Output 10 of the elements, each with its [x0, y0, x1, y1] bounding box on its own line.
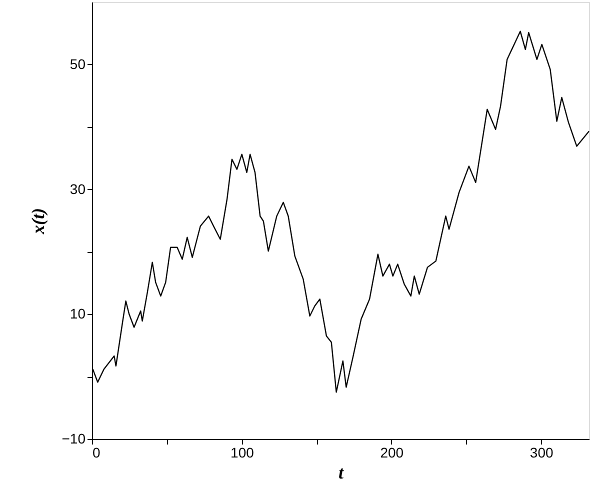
y-tick-label: 50	[70, 56, 86, 72]
x-tick-label: 200	[380, 444, 404, 460]
y-tick-label: −10	[62, 430, 86, 446]
x-tick-label: 300	[530, 444, 554, 460]
y-tick-label: 30	[70, 180, 86, 197]
y-axis-title: x(t)	[28, 208, 48, 235]
x-tick-label: 100	[230, 444, 254, 460]
x-axis-title: t	[338, 462, 344, 482]
y-tick-label: 10	[70, 306, 86, 322]
x-tick-label: 0	[92, 444, 100, 460]
